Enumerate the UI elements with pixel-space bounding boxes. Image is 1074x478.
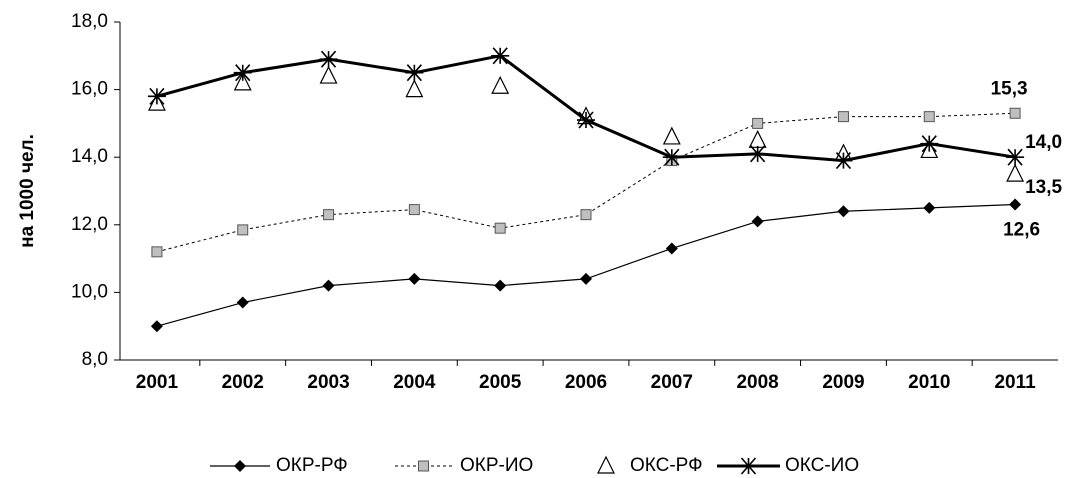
marker [494, 279, 507, 292]
marker [837, 111, 849, 123]
marker [923, 201, 936, 214]
marker [580, 272, 592, 285]
x-tick-label: 2008 [736, 372, 778, 393]
legend-label: ОКР-ИО [460, 455, 533, 476]
marker [408, 204, 420, 216]
legend-label: ОКС-ИО [785, 455, 859, 476]
marker [1009, 198, 1022, 211]
marker [665, 242, 678, 255]
marker [748, 145, 767, 163]
marker [418, 460, 429, 472]
marker [491, 75, 510, 94]
data-label: 12,6 [1003, 220, 1040, 241]
x-tick-label: 2001 [136, 372, 179, 393]
y-tick-label: 12,0 [71, 214, 108, 235]
marker [752, 117, 764, 129]
legend-label: ОКС-РФ [630, 455, 703, 476]
marker [233, 64, 252, 82]
y-tick-label: 16,0 [71, 79, 108, 100]
y-tick-label: 8,0 [82, 349, 108, 370]
marker [405, 79, 424, 98]
marker [1009, 107, 1021, 119]
marker [597, 455, 615, 474]
marker [236, 296, 249, 309]
marker [837, 205, 850, 218]
marker [319, 50, 338, 68]
marker [494, 222, 506, 234]
x-tick-label: 2007 [651, 372, 693, 393]
y-tick-label: 18,0 [71, 11, 108, 32]
marker [405, 64, 424, 82]
marker [319, 65, 338, 84]
marker [150, 320, 163, 333]
marker [234, 460, 246, 472]
data-label: 15,3 [991, 78, 1028, 99]
marker [920, 135, 939, 153]
x-tick-label: 2010 [908, 372, 950, 393]
x-tick-label: 2011 [994, 372, 1036, 393]
y-axis-label: на 1000 чел. [17, 134, 38, 248]
marker [323, 209, 335, 221]
x-tick-label: 2003 [307, 372, 349, 393]
marker [147, 87, 166, 105]
marker [408, 272, 421, 285]
x-tick-label: 2004 [393, 372, 436, 393]
marker [577, 111, 595, 129]
data-label: 14,0 [1025, 132, 1062, 153]
marker [923, 111, 935, 123]
marker [580, 209, 592, 221]
marker [1006, 148, 1025, 166]
marker [151, 246, 163, 258]
marker [322, 279, 335, 292]
marker [748, 129, 767, 148]
marker [662, 148, 681, 166]
marker [739, 457, 758, 475]
marker [233, 72, 252, 91]
data-label: 13,5 [1025, 177, 1062, 198]
x-tick-label: 2002 [222, 372, 264, 393]
x-tick-label: 2006 [565, 372, 607, 393]
legend-label: ОКР-РФ [276, 455, 348, 476]
x-tick-label: 2005 [479, 372, 522, 393]
marker [237, 224, 249, 236]
y-tick-label: 10,0 [71, 281, 108, 302]
series-line [156, 112, 1016, 253]
marker [1006, 163, 1025, 182]
y-tick-label: 14,0 [71, 146, 108, 167]
marker [834, 152, 853, 170]
marker [751, 215, 764, 228]
marker [662, 126, 681, 145]
marker [491, 47, 510, 65]
x-tick-label: 2009 [822, 372, 864, 393]
